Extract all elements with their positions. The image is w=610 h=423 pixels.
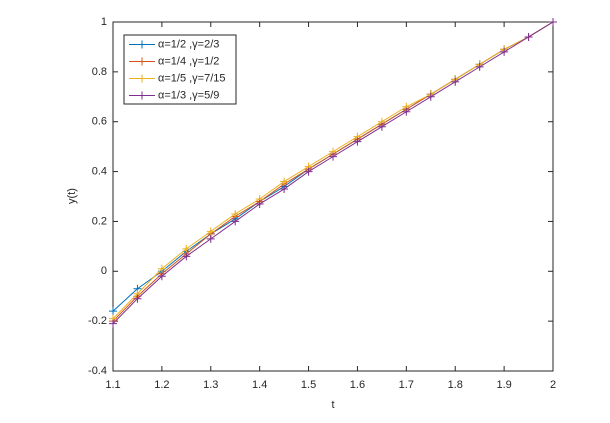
point-marker bbox=[157, 272, 166, 281]
legend-swatch-marker bbox=[138, 40, 146, 49]
x-tick-label: 1.8 bbox=[448, 379, 463, 391]
legend-swatch-marker bbox=[138, 57, 146, 66]
x-tick-label: 1.5 bbox=[301, 379, 316, 391]
point-marker bbox=[231, 209, 240, 218]
point-marker bbox=[109, 307, 117, 316]
x-tick-label: 1.4 bbox=[252, 379, 267, 391]
point-marker bbox=[304, 167, 313, 176]
point-marker bbox=[475, 62, 484, 71]
x-tick-label: 1.2 bbox=[154, 379, 169, 391]
x-tick-label: 1.1 bbox=[105, 379, 120, 391]
point-marker bbox=[133, 294, 142, 303]
point-marker bbox=[329, 152, 337, 161]
point-marker bbox=[280, 185, 289, 194]
y-tick-label: 0.6 bbox=[92, 116, 107, 128]
legend-swatch-marker bbox=[138, 74, 146, 83]
point-marker bbox=[280, 177, 289, 186]
y-tick-label: 0 bbox=[101, 265, 107, 277]
legend-label: α=1/3 ,γ=5/9 bbox=[158, 89, 219, 101]
y-tick-label: 0.2 bbox=[92, 215, 107, 227]
point-marker bbox=[377, 122, 386, 131]
point-marker bbox=[255, 199, 264, 208]
y-tick-label: -0.2 bbox=[88, 315, 107, 327]
legend-box bbox=[123, 34, 237, 105]
x-tick-label: 1.7 bbox=[399, 379, 414, 391]
y-tick-label: 0.8 bbox=[92, 66, 107, 78]
y-tick-label: -0.4 bbox=[88, 365, 107, 377]
point-marker bbox=[206, 227, 215, 236]
y-tick-label: 0.4 bbox=[92, 165, 107, 177]
point-marker bbox=[426, 92, 435, 101]
x-tick-label: 1.9 bbox=[496, 379, 511, 391]
x-tick-label: 1.3 bbox=[203, 379, 218, 391]
y-axis-label: y(t) bbox=[66, 188, 78, 204]
point-marker bbox=[402, 107, 411, 116]
point-marker bbox=[451, 77, 460, 86]
x-axis-label: t bbox=[331, 399, 334, 411]
legend-label: α=1/2 ,γ=2/3 bbox=[158, 38, 219, 50]
point-marker bbox=[231, 217, 240, 226]
x-tick-label: 2 bbox=[550, 379, 556, 391]
point-marker bbox=[549, 18, 557, 26]
legend-label: α=1/4 ,γ=1/2 bbox=[158, 55, 219, 67]
point-marker bbox=[353, 137, 362, 146]
point-marker bbox=[157, 264, 166, 273]
point-marker bbox=[524, 32, 533, 41]
y-tick-label: 1 bbox=[101, 16, 107, 28]
point-marker bbox=[206, 234, 215, 243]
point-marker bbox=[500, 47, 509, 56]
point-marker bbox=[182, 252, 191, 261]
point-marker bbox=[109, 319, 117, 328]
x-tick-label: 1.6 bbox=[350, 379, 365, 391]
legend-label: α=1/5 ,γ=7/15 bbox=[158, 72, 226, 84]
point-marker bbox=[182, 244, 191, 253]
legend-swatch-marker bbox=[138, 91, 146, 100]
